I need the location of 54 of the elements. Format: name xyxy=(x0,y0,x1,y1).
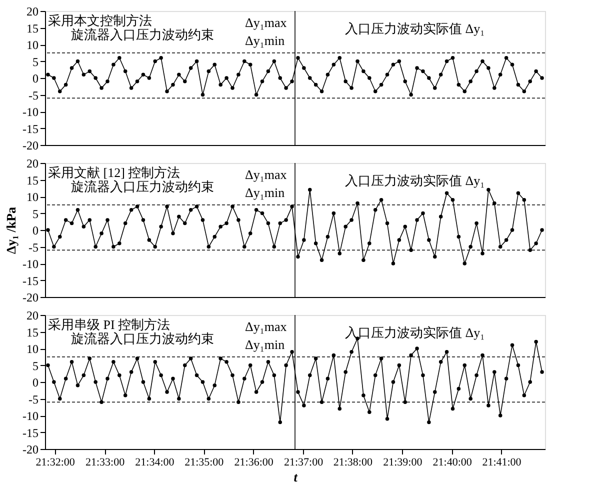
annotation: 入口压力波动实际值 Δy₁ xyxy=(345,21,485,36)
y-axis-title: Δy₁ /kPa xyxy=(4,206,19,254)
y-tick-label: 5 xyxy=(32,358,38,373)
y-tick-label: 10 xyxy=(26,190,38,204)
annotation: 旋流器入口压力波动约束 xyxy=(71,331,214,346)
annotation: Δy₁min xyxy=(245,185,286,200)
y-tick-label: -15 xyxy=(22,274,38,288)
y-tick-label: 15 xyxy=(26,325,38,340)
annotation: 入口压力波动实际值 Δy₁ xyxy=(345,173,485,188)
y-tick-label: 5 xyxy=(32,54,38,69)
annotation: Δy₁max xyxy=(245,167,288,182)
y-tick-label: -20 xyxy=(22,138,38,152)
y-tick-label: 20 xyxy=(26,308,38,322)
y-tick-label: -15 xyxy=(22,426,38,440)
y-tick-label: -5 xyxy=(28,88,38,102)
annotation: Δy₁max xyxy=(245,319,288,334)
x-tick-label: 21:38:00 xyxy=(333,456,373,468)
chart-title: 采用本文控制方法 xyxy=(48,13,152,28)
y-tick-label: 10 xyxy=(26,38,38,52)
x-tick-label: 21:39:00 xyxy=(383,456,423,468)
y-tick-label: 15 xyxy=(26,173,38,188)
x-tick-label: 21:40:00 xyxy=(432,456,472,468)
y-tick-label: 0 xyxy=(32,376,38,390)
x-tick-label: 21:37:00 xyxy=(284,456,324,468)
annotation: Δy₁max xyxy=(245,15,288,30)
y-tick-label: -15 xyxy=(22,122,38,136)
x-tick-label: 21:33:00 xyxy=(85,456,126,468)
annotation: 旋流器入口压力波动约束 xyxy=(71,179,214,194)
y-tick-label: -20 xyxy=(22,442,38,456)
annotation: Δy₁min xyxy=(245,337,286,352)
x-tick-label: 21:41:00 xyxy=(482,456,522,468)
annotation: Δy₁min xyxy=(245,33,286,48)
x-tick-label: 21:34:00 xyxy=(135,456,175,468)
chart-title: 采用文献 [12] 控制方法 xyxy=(48,165,180,180)
y-tick-label: -5 xyxy=(28,392,38,406)
y-tick-label: -10 xyxy=(22,257,38,271)
chart-title: 采用串级 PI 控制方法 xyxy=(48,317,170,332)
y-tick-label: -10 xyxy=(22,409,38,423)
y-tick-label: 15 xyxy=(26,21,38,36)
x-tick-label: 21:32:00 xyxy=(36,456,76,468)
y-tick-label: -5 xyxy=(28,240,38,254)
y-tick-label: -10 xyxy=(22,105,38,119)
y-tick-label: 5 xyxy=(32,206,38,221)
y-tick-label: 10 xyxy=(26,342,38,356)
annotation: 入口压力波动实际值 Δy₁ xyxy=(345,325,485,340)
y-tick-label: -20 xyxy=(22,290,38,304)
x-tick-label: 21:35:00 xyxy=(184,456,224,468)
y-tick-label: 0 xyxy=(32,224,38,238)
y-tick-label: 0 xyxy=(32,72,38,86)
x-tick-label: 21:36:00 xyxy=(234,456,274,468)
y-tick-label: 20 xyxy=(26,4,38,18)
annotation: 旋流器入口压力波动约束 xyxy=(71,27,214,42)
x-axis-title: t xyxy=(294,470,298,484)
y-tick-label: 20 xyxy=(26,156,38,170)
